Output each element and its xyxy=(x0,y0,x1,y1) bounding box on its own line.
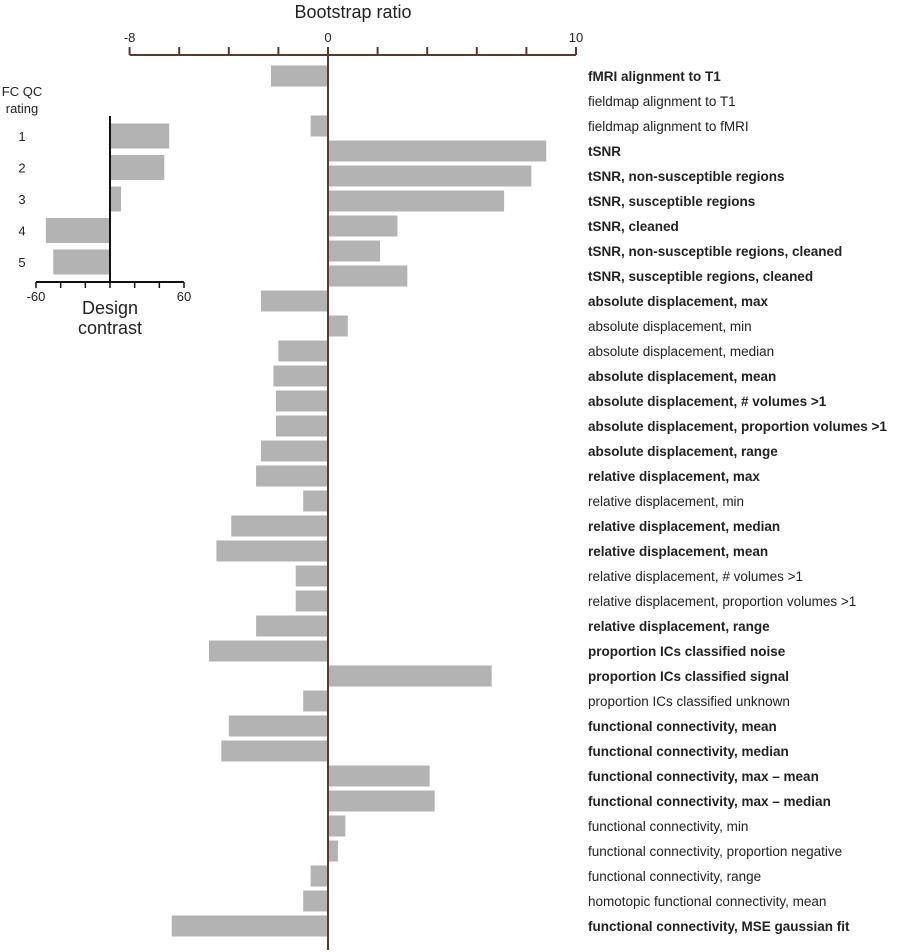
category-label: absolute displacement, min xyxy=(588,319,752,334)
inset-title-line1: FC QC xyxy=(2,84,42,99)
inset-category-label: 1 xyxy=(18,129,25,144)
main-x-tick-label: 0 xyxy=(324,30,331,45)
bar xyxy=(303,490,328,512)
category-label: functional connectivity, range xyxy=(588,869,761,884)
bar xyxy=(303,890,328,912)
category-label: functional connectivity, proportion nega… xyxy=(588,844,842,859)
bar xyxy=(221,740,328,762)
category-label: absolute displacement, # volumes >1 xyxy=(588,394,827,409)
category-label: tSNR, non-susceptible regions, cleaned xyxy=(588,244,842,259)
bar xyxy=(216,540,328,562)
bar xyxy=(261,290,328,312)
bar xyxy=(328,215,398,237)
bar xyxy=(328,190,505,212)
category-label: functional connectivity, max – median xyxy=(588,794,831,809)
bar xyxy=(256,465,328,487)
inset-xlabel-line1: Design xyxy=(82,298,138,318)
category-label: fieldmap alignment to fMRI xyxy=(588,119,749,134)
inset-x-tick-label: 60 xyxy=(177,289,191,304)
category-label: proportion ICs classified noise xyxy=(588,644,786,659)
bar xyxy=(275,415,328,437)
bar xyxy=(273,365,328,387)
bar xyxy=(328,265,408,287)
category-label: absolute displacement, mean xyxy=(588,369,776,384)
inset-xlabel-line2: contrast xyxy=(78,318,142,338)
bar xyxy=(328,790,435,812)
category-label: absolute displacement, median xyxy=(588,344,774,359)
bar xyxy=(328,240,381,262)
bar xyxy=(270,65,328,87)
category-label: proportion ICs classified signal xyxy=(588,669,789,684)
category-label: absolute displacement, range xyxy=(588,444,778,459)
bar xyxy=(303,690,328,712)
category-label: homotopic functional connectivity, mean xyxy=(588,894,826,909)
bar xyxy=(328,815,346,837)
category-label: functional connectivity, min xyxy=(588,819,748,834)
category-label: tSNR, susceptible regions, cleaned xyxy=(588,269,813,284)
inset-category-label: 3 xyxy=(18,192,25,207)
category-label: tSNR xyxy=(588,144,621,159)
bar xyxy=(328,140,547,162)
inset-category-label: 5 xyxy=(18,255,25,270)
bar xyxy=(295,590,328,612)
bar xyxy=(171,915,328,937)
category-label: tSNR, non-susceptible regions xyxy=(588,169,785,184)
category-label: absolute displacement, max xyxy=(588,294,769,309)
category-label: tSNR, cleaned xyxy=(588,219,679,234)
bar xyxy=(328,765,430,787)
category-label: functional connectivity, max – mean xyxy=(588,769,819,784)
category-label: functional connectivity, median xyxy=(588,744,789,759)
category-label: fMRI alignment to T1 xyxy=(588,69,721,84)
main-chart: Bootstrap ratio -8 0 10 fMRI alignment to T… xyxy=(124,2,887,950)
inset-x-tick-label: -60 xyxy=(27,289,46,304)
bar xyxy=(228,715,328,737)
inset-bar xyxy=(53,249,110,275)
bar xyxy=(208,640,328,662)
category-label: functional connectivity, mean xyxy=(588,719,777,734)
category-label: relative displacement, max xyxy=(588,469,760,484)
category-label: relative displacement, mean xyxy=(588,544,768,559)
inset-category-label: 2 xyxy=(18,161,25,176)
bar xyxy=(256,615,328,637)
bar xyxy=(278,340,328,362)
inset-category-label: 4 xyxy=(18,224,25,239)
bar xyxy=(328,665,492,687)
main-x-tick-label: 10 xyxy=(569,30,583,45)
category-label: relative displacement, min xyxy=(588,494,744,509)
bar xyxy=(231,515,328,537)
bar xyxy=(275,390,328,412)
bar xyxy=(328,840,338,862)
category-label: functional connectivity, MSE gaussian fi… xyxy=(588,919,850,934)
main-title: Bootstrap ratio xyxy=(294,2,411,22)
inset-chart: FC QC rating Design contrast 1 2 3 4 5 -60 60 xyxy=(2,84,191,338)
category-label: proportion ICs classified unknown xyxy=(588,694,790,709)
bar xyxy=(295,565,328,587)
category-label: absolute displacement, proportion volume… xyxy=(588,419,887,434)
bar xyxy=(310,115,328,137)
category-label: relative displacement, proportion volume… xyxy=(588,594,856,609)
inset-bar xyxy=(110,123,170,149)
category-label: relative displacement, # volumes >1 xyxy=(588,569,803,584)
main-x-tick-label: -8 xyxy=(124,30,136,45)
bar xyxy=(310,865,328,887)
bar xyxy=(328,165,532,187)
category-label: fieldmap alignment to T1 xyxy=(588,94,736,109)
inset-title-line2: rating xyxy=(6,101,39,116)
bar xyxy=(328,315,348,337)
category-label: tSNR, susceptible regions xyxy=(588,194,755,209)
bar xyxy=(261,440,328,462)
category-label: relative displacement, range xyxy=(588,619,770,634)
category-label: relative displacement, median xyxy=(588,519,780,534)
inset-bar xyxy=(110,186,122,212)
inset-bar xyxy=(45,218,110,243)
inset-bar xyxy=(110,155,165,180)
